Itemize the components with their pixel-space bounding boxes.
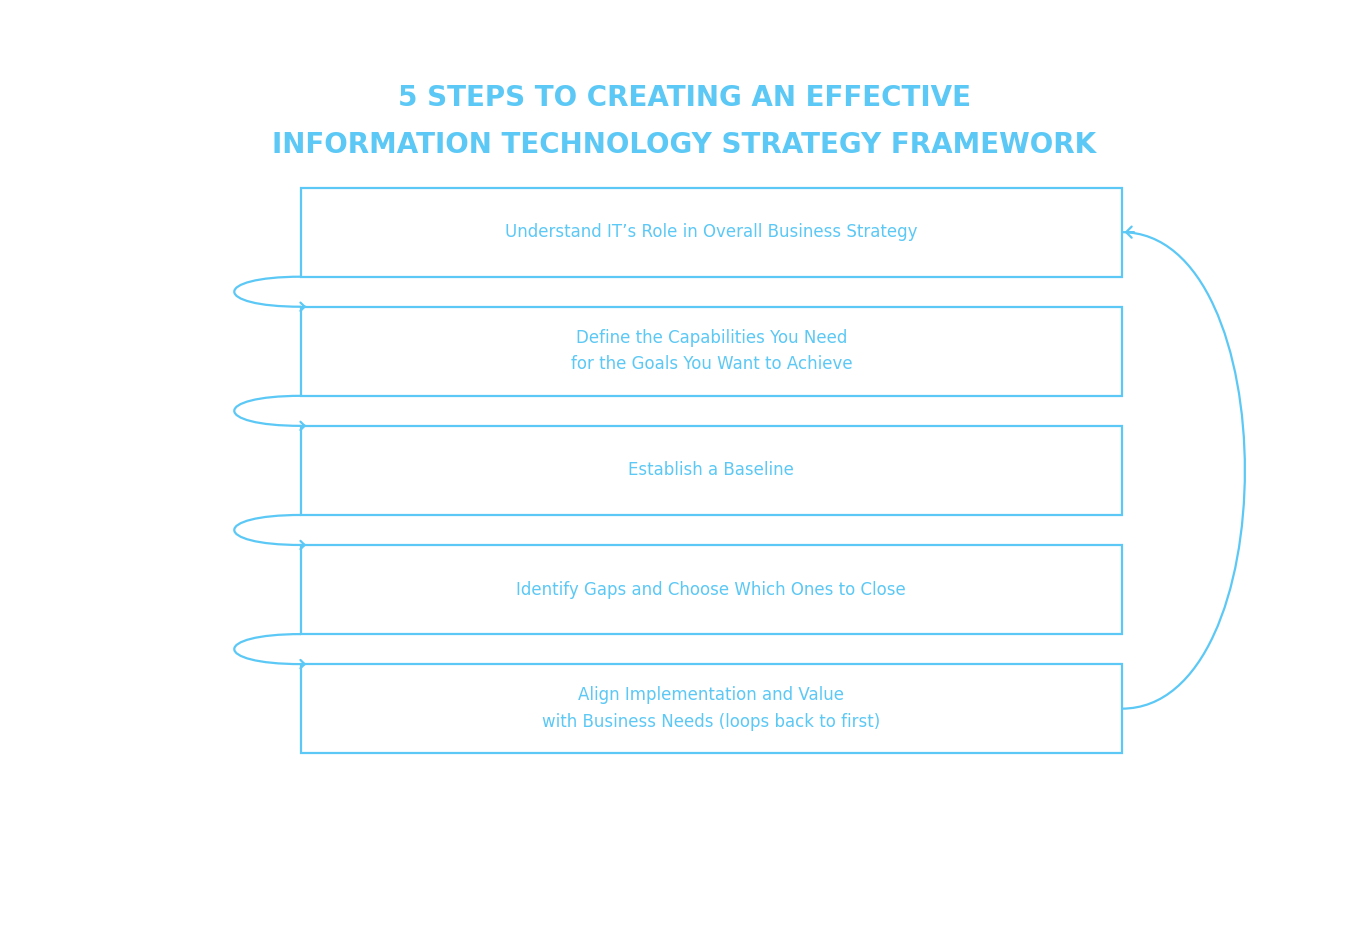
Text: Define the Capabilities You Need
for the Goals You Want to Achieve: Define the Capabilities You Need for the… [570,329,852,373]
Text: Understand IT’s Role in Overall Business Strategy: Understand IT’s Role in Overall Business… [505,223,918,241]
FancyBboxPatch shape [301,188,1122,277]
FancyBboxPatch shape [301,307,1122,396]
Text: Establish a Baseline: Establish a Baseline [628,461,795,479]
FancyBboxPatch shape [301,426,1122,515]
Text: Identify Gaps and Choose Which Ones to Close: Identify Gaps and Choose Which Ones to C… [517,581,906,598]
FancyBboxPatch shape [301,545,1122,634]
Text: 5 STEPS TO CREATING AN EFFECTIVE: 5 STEPS TO CREATING AN EFFECTIVE [398,84,970,113]
Text: Align Implementation and Value
with Business Needs (loops back to first): Align Implementation and Value with Busi… [542,687,881,731]
FancyBboxPatch shape [301,664,1122,753]
Text: INFORMATION TECHNOLOGY STRATEGY FRAMEWORK: INFORMATION TECHNOLOGY STRATEGY FRAMEWOR… [272,131,1096,159]
